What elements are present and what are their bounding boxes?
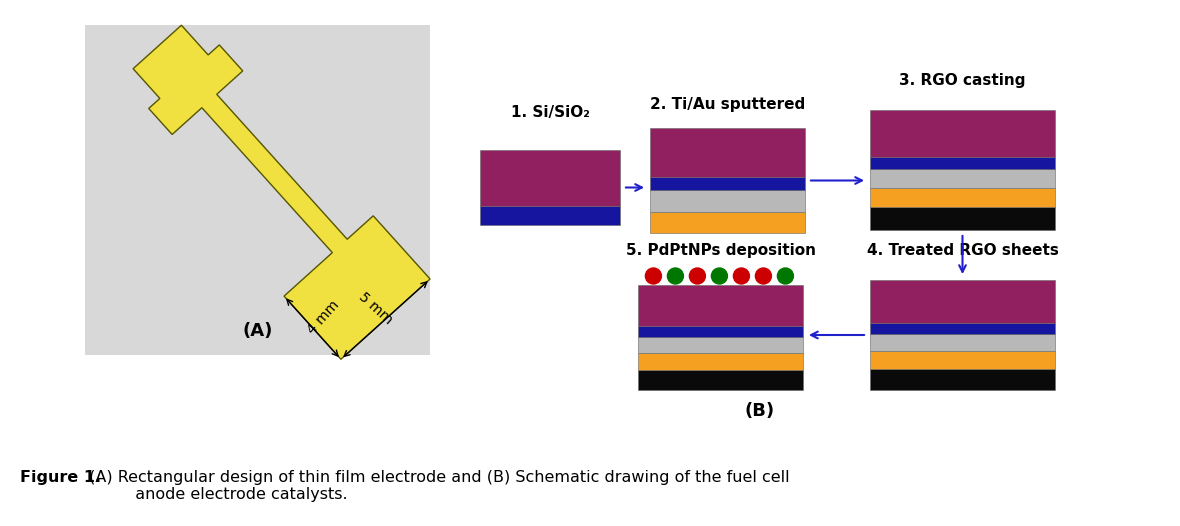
- Text: (A) Rectangular design of thin film electrode and (B) Schematic drawing of the f: (A) Rectangular design of thin film elec…: [84, 470, 789, 502]
- Circle shape: [668, 268, 683, 284]
- Circle shape: [689, 268, 706, 284]
- Bar: [85, 25, 430, 355]
- Bar: [638, 353, 804, 370]
- Circle shape: [755, 268, 772, 284]
- Circle shape: [778, 268, 793, 284]
- Text: 2. Ti/Au sputtered: 2. Ti/Au sputtered: [650, 97, 805, 112]
- Bar: [650, 190, 805, 211]
- Circle shape: [645, 268, 662, 284]
- Circle shape: [712, 268, 727, 284]
- Bar: [650, 128, 805, 177]
- Circle shape: [734, 268, 749, 284]
- Bar: [480, 206, 620, 225]
- Bar: [870, 207, 1055, 230]
- Text: 1. Si/SiO₂: 1. Si/SiO₂: [511, 105, 590, 120]
- Bar: [870, 188, 1055, 207]
- Bar: [650, 177, 805, 190]
- Text: 3. RGO casting: 3. RGO casting: [899, 73, 1025, 88]
- Bar: [870, 157, 1055, 169]
- Bar: [870, 351, 1055, 369]
- Polygon shape: [133, 25, 430, 359]
- Bar: [638, 285, 804, 326]
- Text: (B): (B): [745, 402, 775, 420]
- Bar: [870, 369, 1055, 390]
- Bar: [650, 211, 805, 233]
- Bar: [638, 370, 804, 390]
- Bar: [870, 323, 1055, 335]
- Text: 4. Treated RGO sheets: 4. Treated RGO sheets: [866, 243, 1058, 258]
- Bar: [638, 326, 804, 337]
- Bar: [870, 335, 1055, 351]
- Bar: [480, 150, 620, 206]
- Bar: [638, 337, 804, 353]
- Text: 5 mm: 5 mm: [356, 289, 395, 327]
- Bar: [870, 110, 1055, 157]
- Text: (A): (A): [243, 322, 274, 340]
- Text: 4 mm: 4 mm: [304, 298, 342, 337]
- Bar: [870, 280, 1055, 323]
- Bar: [870, 169, 1055, 188]
- Text: 5. PdPtNPs deposition: 5. PdPtNPs deposition: [625, 243, 815, 258]
- Text: Figure 1.: Figure 1.: [20, 470, 101, 485]
